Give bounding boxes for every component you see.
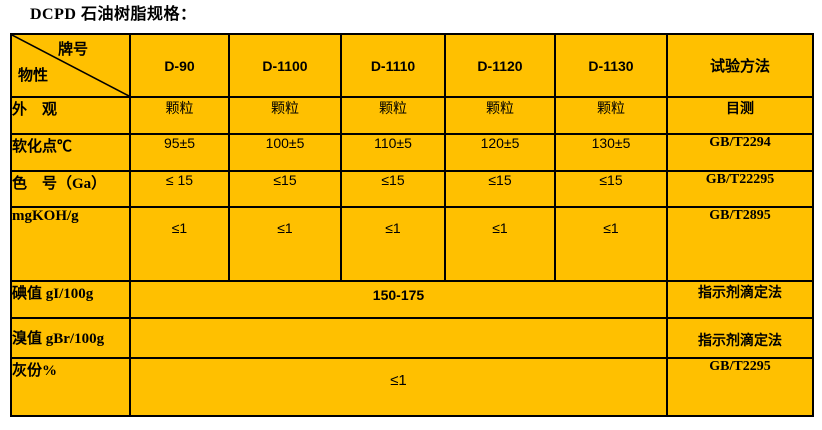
value-cell: 颗粒	[444, 96, 556, 135]
table-row-acid-value: mgKOH/g ≤1 ≤1 ≤1 ≤1 ≤1 GB/T2895	[10, 206, 814, 282]
row-label-iodine-value: 碘值 gI/100g	[10, 280, 131, 319]
diagonal-line	[12, 35, 129, 96]
method-cell: GB/T22295	[666, 170, 814, 208]
column-header-test-method: 试验方法	[666, 33, 814, 98]
corner-label-property: 物性	[18, 68, 49, 84]
row-label-color-number: 色 号（Ga）	[10, 170, 131, 208]
method-cell: GB/T2295	[666, 357, 814, 417]
value-cell: ≤ 15	[129, 170, 230, 208]
value-cell: ≤15	[444, 170, 556, 208]
column-header-d1100: D-1100	[228, 33, 342, 98]
method-cell: 指示剂滴定法	[666, 317, 814, 359]
value-cell: ≤15	[228, 170, 342, 208]
spec-table: 牌号 物性 D-90 D-1100 D-1110 D-1120 D-1130 试…	[10, 33, 814, 417]
corner-header-cell: 牌号 物性	[10, 33, 131, 98]
table-row-bromine-value: 溴值 gBr/100g 指示剂滴定法	[10, 317, 814, 359]
value-cell: 颗粒	[340, 96, 446, 135]
row-label-acid-value: mgKOH/g	[10, 206, 131, 282]
value-cell: 100±5	[228, 133, 342, 172]
column-header-d1130: D-1130	[554, 33, 668, 98]
value-cell: ≤1	[228, 206, 342, 282]
method-cell: 指示剂滴定法	[666, 280, 814, 319]
table-row-appearance: 外 观 颗粒 颗粒 颗粒 颗粒 颗粒 目测	[10, 96, 814, 135]
span-value-cell	[129, 317, 668, 359]
value-cell: ≤15	[554, 170, 668, 208]
table-row-softening-point: 软化点℃ 95±5 100±5 110±5 120±5 130±5 GB/T22…	[10, 133, 814, 172]
value-cell: ≤1	[129, 206, 230, 282]
value-cell: 95±5	[129, 133, 230, 172]
table-row-color-number: 色 号（Ga） ≤ 15 ≤15 ≤15 ≤15 ≤15 GB/T22295	[10, 170, 814, 208]
method-cell: GB/T2294	[666, 133, 814, 172]
span-value-cell: ≤1	[129, 357, 668, 417]
method-cell: 目测	[666, 96, 814, 135]
corner-label-brand: 牌号	[58, 42, 89, 58]
table-row-iodine-value: 碘值 gI/100g 150-175 指示剂滴定法	[10, 280, 814, 319]
row-label-softening-point: 软化点℃	[10, 133, 131, 172]
column-header-d90: D-90	[129, 33, 230, 98]
value-cell: ≤1	[444, 206, 556, 282]
table-row-ash: 灰份% ≤1 GB/T2295	[10, 357, 814, 417]
value-cell: 颗粒	[228, 96, 342, 135]
value-cell: 颗粒	[554, 96, 668, 135]
row-label-bromine-value: 溴值 gBr/100g	[10, 317, 131, 359]
value-cell: 130±5	[554, 133, 668, 172]
value-cell: 110±5	[340, 133, 446, 172]
header-row: 牌号 物性 D-90 D-1100 D-1110 D-1120 D-1130 试…	[10, 33, 814, 98]
value-cell: 120±5	[444, 133, 556, 172]
value-cell: ≤1	[340, 206, 446, 282]
page-title: DCPD 石油树脂规格：	[30, 6, 197, 23]
span-value-cell: 150-175	[129, 280, 668, 319]
row-label-appearance: 外 观	[10, 96, 131, 135]
column-header-d1110: D-1110	[340, 33, 446, 98]
row-label-ash: 灰份%	[10, 357, 131, 417]
value-cell: ≤1	[554, 206, 668, 282]
value-cell: 颗粒	[129, 96, 230, 135]
method-cell: GB/T2895	[666, 206, 814, 282]
value-cell: ≤15	[340, 170, 446, 208]
column-header-d1120: D-1120	[444, 33, 556, 98]
